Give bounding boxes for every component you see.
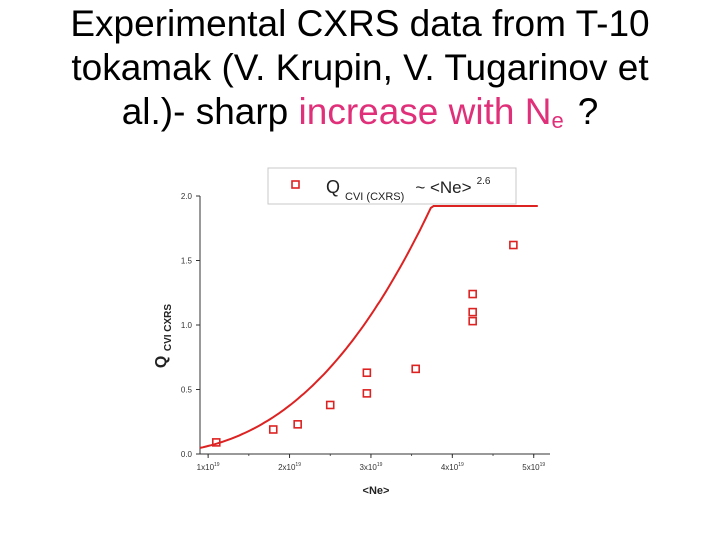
x-tick-mantissa: 4x10 <box>441 463 459 472</box>
data-point <box>468 316 477 326</box>
data-points <box>211 240 518 447</box>
y-axis-label: Q CVI CXRS <box>153 304 174 368</box>
y-ticks: 0.0 0.5 1.0 1.5 2.0 <box>181 192 200 459</box>
ne-subscript: e <box>551 108 564 133</box>
x-tick-label: 3x1019 <box>359 462 382 472</box>
x-tick-mantissa: 2x10 <box>278 463 296 472</box>
ne-symbol: N <box>524 91 552 132</box>
title-question-mark: ? <box>577 91 599 132</box>
legend-label-main: Q <box>326 177 340 197</box>
title-highlight: increase with <box>298 91 515 132</box>
x-tick-label: 2x1019 <box>278 462 301 472</box>
x-tick-mantissa: 5x10 <box>522 463 540 472</box>
legend-frame <box>267 167 517 205</box>
x-tick-exponent: 19 <box>377 462 383 468</box>
y-tick-label: 0.5 <box>181 386 193 395</box>
y-axis-label-main: Q <box>153 356 170 368</box>
x-tick-exponent: 19 <box>540 462 546 468</box>
y-tick-label: 2.0 <box>181 192 193 201</box>
x-axis-label: <Ne> <box>363 485 390 497</box>
y-tick-label: 1.0 <box>181 321 193 330</box>
axes <box>199 196 550 455</box>
fit-curve <box>199 205 538 449</box>
x-tick-mantissa: 1x10 <box>197 463 215 472</box>
title-line-3: al.)- sharp increase with Ne? <box>0 90 720 134</box>
x-tick-mantissa: 3x10 <box>359 463 377 472</box>
title-line-2: tokamak (V. Krupin, V. Tugarinov et <box>71 47 649 88</box>
x-tick-label: 5x1019 <box>522 462 545 472</box>
data-point <box>362 368 372 378</box>
slide-title: Experimental CXRS data from T-10 tokamak… <box>0 2 720 134</box>
y-axis-label-sub: CVI CXRS <box>163 304 174 352</box>
x-tick-label: 1x1019 <box>197 462 220 472</box>
data-point <box>468 289 477 299</box>
data-point <box>509 240 518 250</box>
data-point <box>211 438 221 447</box>
title-line-1: Experimental CXRS data from T-10 <box>70 3 650 44</box>
data-point <box>468 307 477 317</box>
y-tick-label: 1.5 <box>181 257 193 266</box>
data-point <box>362 389 372 398</box>
data-point <box>293 420 302 429</box>
data-point <box>268 425 278 434</box>
title-line-3-prefix: al.)- sharp <box>121 91 289 132</box>
x-tick-label: 4x1019 <box>441 462 464 472</box>
x-tick-exponent: 19 <box>214 462 220 468</box>
legend-label-exp: 2.6 <box>477 176 491 187</box>
legend-label-sub: CVI (CXRS) <box>345 191 404 203</box>
x-tick-exponent: 19 <box>458 462 464 468</box>
data-point <box>325 400 335 410</box>
y-tick-label: 0.0 <box>181 450 193 459</box>
svg-text:Q CVI (CXRS) ~ <: Q CVI (CXRS) ~ <Ne> 2.6 <box>326 176 491 204</box>
x-tick-exponent: 19 <box>295 462 301 468</box>
data-point <box>411 364 420 374</box>
legend-label-rel: ~ <Ne> <box>415 178 471 197</box>
x-ticks: 1x1019 2x1019 3x1019 4x1019 5x1019 <box>197 454 545 472</box>
legend-marker <box>291 180 300 189</box>
legend: Q CVI (CXRS) ~ <Ne> 2.6 <box>267 167 517 205</box>
